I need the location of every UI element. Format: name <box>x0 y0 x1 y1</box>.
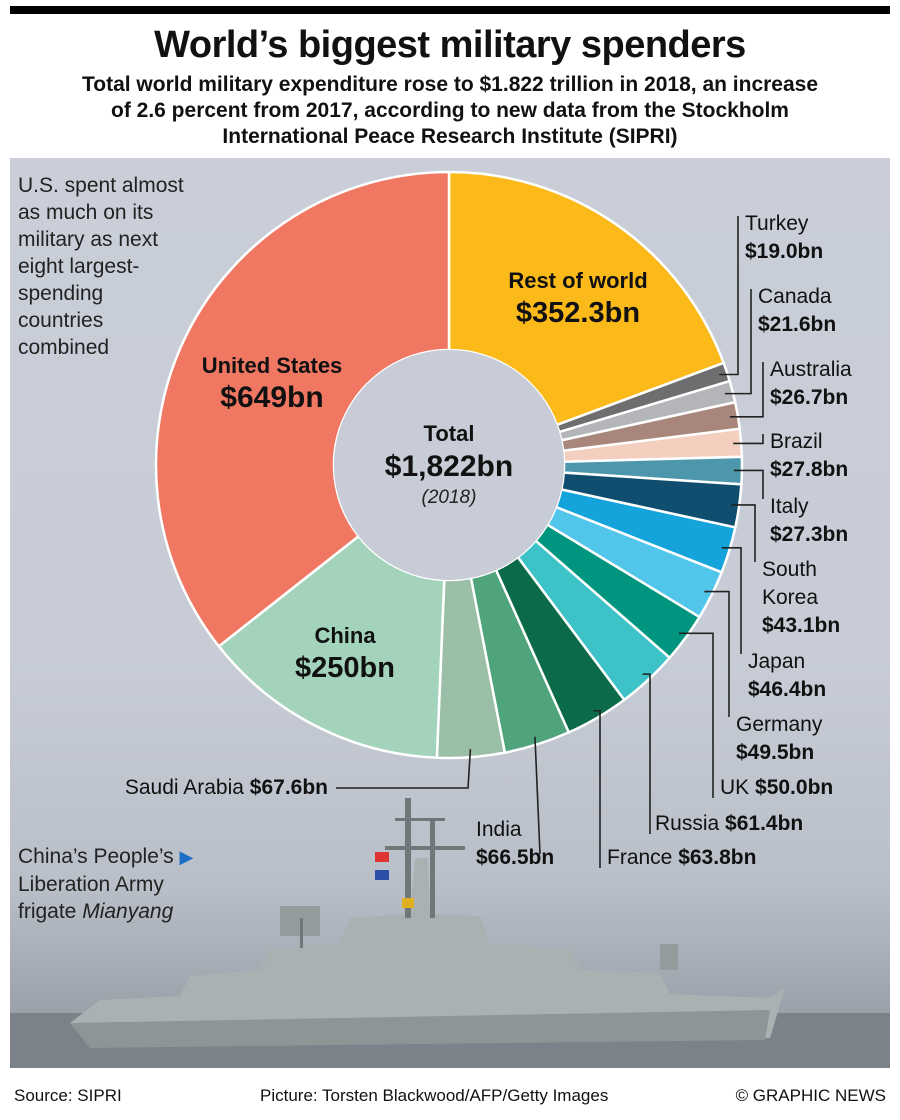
note-line: combined <box>18 336 110 359</box>
chart-panel: Total $1,822bn (2018) Rest of world $352.… <box>10 158 890 1068</box>
callout-value-australia: $26.7bn <box>770 386 848 409</box>
page-subtitle: Total world military expenditure rose to… <box>20 72 880 150</box>
ship-name: Mianyang <box>82 900 174 923</box>
photo-caption: China’s People’s ▶ Liberation Army friga… <box>18 843 258 925</box>
leader-line-italy <box>733 469 764 499</box>
leader-line-canada <box>724 289 752 395</box>
subtitle-line: International Peace Research Institute (… <box>222 125 678 148</box>
page-title: World’s biggest military spenders <box>154 24 746 66</box>
callout-value: $67.6bn <box>250 776 328 799</box>
footer: Source: SIPRI Picture: Torsten Blackwood… <box>10 1076 890 1114</box>
leader-line-saudi-arabia <box>336 749 472 789</box>
callout-value-canada: $21.6bn <box>758 313 836 336</box>
caption-line: Liberation Army <box>18 873 164 896</box>
callout-value-south-korea: $43.1bn <box>762 614 840 637</box>
leader-line-turkey <box>719 216 739 376</box>
callout-name-south-korea: South <box>762 558 817 581</box>
ship-illustration <box>10 798 890 1068</box>
note-line: U.S. spent almost <box>18 174 184 197</box>
note-line: as much on its <box>18 201 154 224</box>
play-triangle-icon: ▶ <box>179 847 194 867</box>
callout-value-germany: $49.5bn <box>736 741 814 764</box>
leader-line-russia <box>642 673 651 834</box>
callout-value: $50.0bn <box>755 776 833 799</box>
leader-line-germany <box>704 590 730 717</box>
callout-name: Saudi Arabia <box>125 776 250 799</box>
leader-line-australia <box>729 362 764 418</box>
callout-name-south-korea: Korea <box>762 586 818 609</box>
note-line: spending <box>18 282 104 305</box>
callout-name-turkey: Turkey <box>745 212 809 235</box>
callout-value-brazil: $27.8bn <box>770 458 848 481</box>
callout-name-brazil: Brazil <box>770 430 823 453</box>
center-label-title: Total <box>424 421 475 446</box>
caption-line: China’s People’s ▶ <box>18 845 194 868</box>
callout-saudi-arabia: Saudi Arabia $67.6bn <box>125 776 328 799</box>
callout-name: Russia <box>655 812 725 835</box>
infographic: World’s biggest military spenders Total … <box>10 6 890 1114</box>
center-label-total: $1,822bn <box>385 450 513 483</box>
callout-name-canada: Canada <box>758 285 832 308</box>
callout-russia: Russia $61.4bn <box>655 812 803 835</box>
callout-value-japan: $46.4bn <box>748 678 826 701</box>
slice-label-rest-of-world: Rest of world <box>508 268 647 293</box>
donut-chart: Total $1,822bn (2018) Rest of world $352.… <box>10 170 890 1068</box>
leader-line-india <box>534 736 541 855</box>
callout-value: $61.4bn <box>725 812 803 835</box>
slice-value-rest-of-world: $352.3bn <box>516 297 640 329</box>
callout-name-india: India <box>476 818 522 841</box>
note-line: eight largest- <box>18 255 140 278</box>
subtitle-line: Total world military expenditure rose to… <box>81 73 819 96</box>
callout-value-india: $66.5bn <box>476 846 554 869</box>
slice-label-united-states: United States <box>202 353 343 378</box>
picture-credit: Picture: Torsten Blackwood/AFP/Getty Ima… <box>260 1086 609 1105</box>
center-label-year: (2018) <box>422 487 477 508</box>
callout-name: France <box>607 846 678 869</box>
leader-line-brazil <box>733 434 764 445</box>
slice-value-china: $250bn <box>295 652 395 684</box>
caption-line: frigate Mianyang <box>18 900 174 923</box>
callout-france: France $63.8bn <box>607 846 756 869</box>
callout-name-australia: Australia <box>770 358 852 381</box>
publisher-credit: © GRAPHIC NEWS <box>735 1086 886 1105</box>
leader-lines <box>336 216 764 868</box>
callout-value-italy: $27.3bn <box>770 523 848 546</box>
slice-label-china: China <box>314 623 376 648</box>
slice-value-united-states: $649bn <box>220 381 323 414</box>
callout-name-germany: Germany <box>736 713 823 736</box>
callout-name-italy: Italy <box>770 495 809 518</box>
callout-value: $63.8bn <box>678 846 756 869</box>
callout-value-turkey: $19.0bn <box>745 240 823 263</box>
slice-labels: Rest of world $352.3bn China $250bn United S… <box>125 212 852 869</box>
top-rule <box>10 6 890 14</box>
leader-line-south-korea <box>731 504 756 562</box>
note-line: countries <box>18 309 104 332</box>
leader-line-france <box>593 709 601 868</box>
note-line: military as next <box>18 228 159 251</box>
leader-line-japan <box>721 547 742 654</box>
callout-name-japan: Japan <box>748 650 805 673</box>
source-credit: Source: SIPRI <box>14 1086 122 1105</box>
callout-uk: UK $50.0bn <box>720 776 833 799</box>
center-label: Total $1,822bn (2018) <box>385 421 513 508</box>
slice-china <box>217 534 446 760</box>
callout-name: UK <box>720 776 755 799</box>
subtitle-line: of 2.6 percent from 2017, according to n… <box>111 99 789 122</box>
annotation-note: U.S. spent almost as much on its militar… <box>18 172 218 361</box>
donut-hole <box>334 350 564 580</box>
leader-line-uk <box>678 632 714 798</box>
